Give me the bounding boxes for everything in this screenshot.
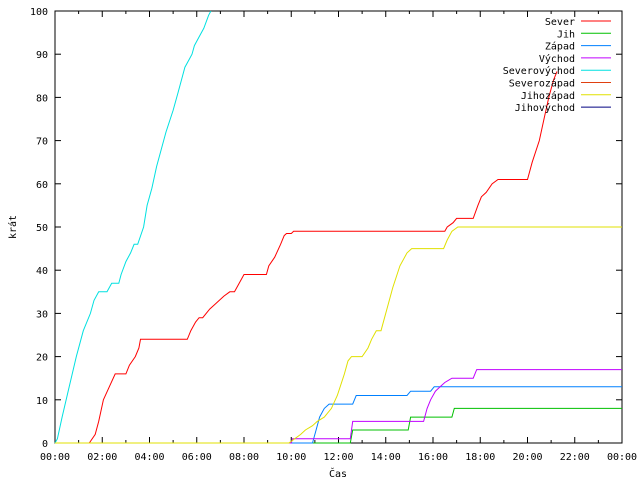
legend-label: Severovýchod [503,65,575,77]
x-tick-labels: 00:00 02:00 04:00 06:00 08:00 10:00 12:00 14:00… [40,452,637,463]
x-tick-label: 10:00 [276,452,306,463]
y-tick-label: 0 [42,439,48,450]
y-tick-labels: 0 10 20 30 40 50 60 70 80 90 100 [30,7,48,450]
legend-label: Sever [545,17,575,28]
x-tick-label: 00:00 [607,452,637,463]
series-line-jih [55,407,622,444]
x-tick-label: 12:00 [323,452,353,463]
x-axis-label: Čas [329,467,347,480]
y-tick-label: 60 [36,180,48,191]
y-tick-label: 30 [36,309,48,320]
y-tick-label: 40 [36,266,48,277]
axis-ticks [54,10,623,444]
series-line-západ [55,386,622,444]
x-tick-label: 14:00 [371,452,401,463]
series-line-severovýchod [54,10,212,444]
x-tick-label: 20:00 [512,452,542,463]
legend-label: Jihovýchod [515,102,575,114]
series-lines [54,10,622,444]
x-tick-label: 00:00 [40,452,70,463]
y-tick-label: 20 [36,353,48,364]
y-tick-label: 100 [30,7,48,18]
legend-label: Jihozápad [521,90,575,102]
x-tick-label: 16:00 [418,452,448,463]
y-tick-label: 80 [36,93,48,104]
x-tick-label: 02:00 [87,452,117,463]
legend-label: Východ [539,53,575,65]
x-tick-label: 04:00 [134,452,164,463]
y-tick-label: 90 [36,50,48,61]
legend-label: Západ [545,41,575,53]
x-tick-label: 18:00 [465,452,495,463]
y-axis-label: krát [7,215,19,239]
series-line-jihozápad [55,226,622,444]
x-tick-label: 08:00 [229,452,259,463]
series-line-sever [55,71,558,444]
x-tick-label: 06:00 [182,452,212,463]
legend: SeverJihZápadVýchodSeverovýchodSeverozáp… [503,17,611,114]
x-tick-label: 22:00 [560,452,590,463]
legend-label: Severozápad [509,78,575,90]
y-tick-label: 10 [36,396,48,407]
y-tick-label: 50 [36,223,48,234]
y-tick-label: 70 [36,137,48,148]
legend-label: Jih [557,29,575,40]
series-line-východ [55,369,622,444]
